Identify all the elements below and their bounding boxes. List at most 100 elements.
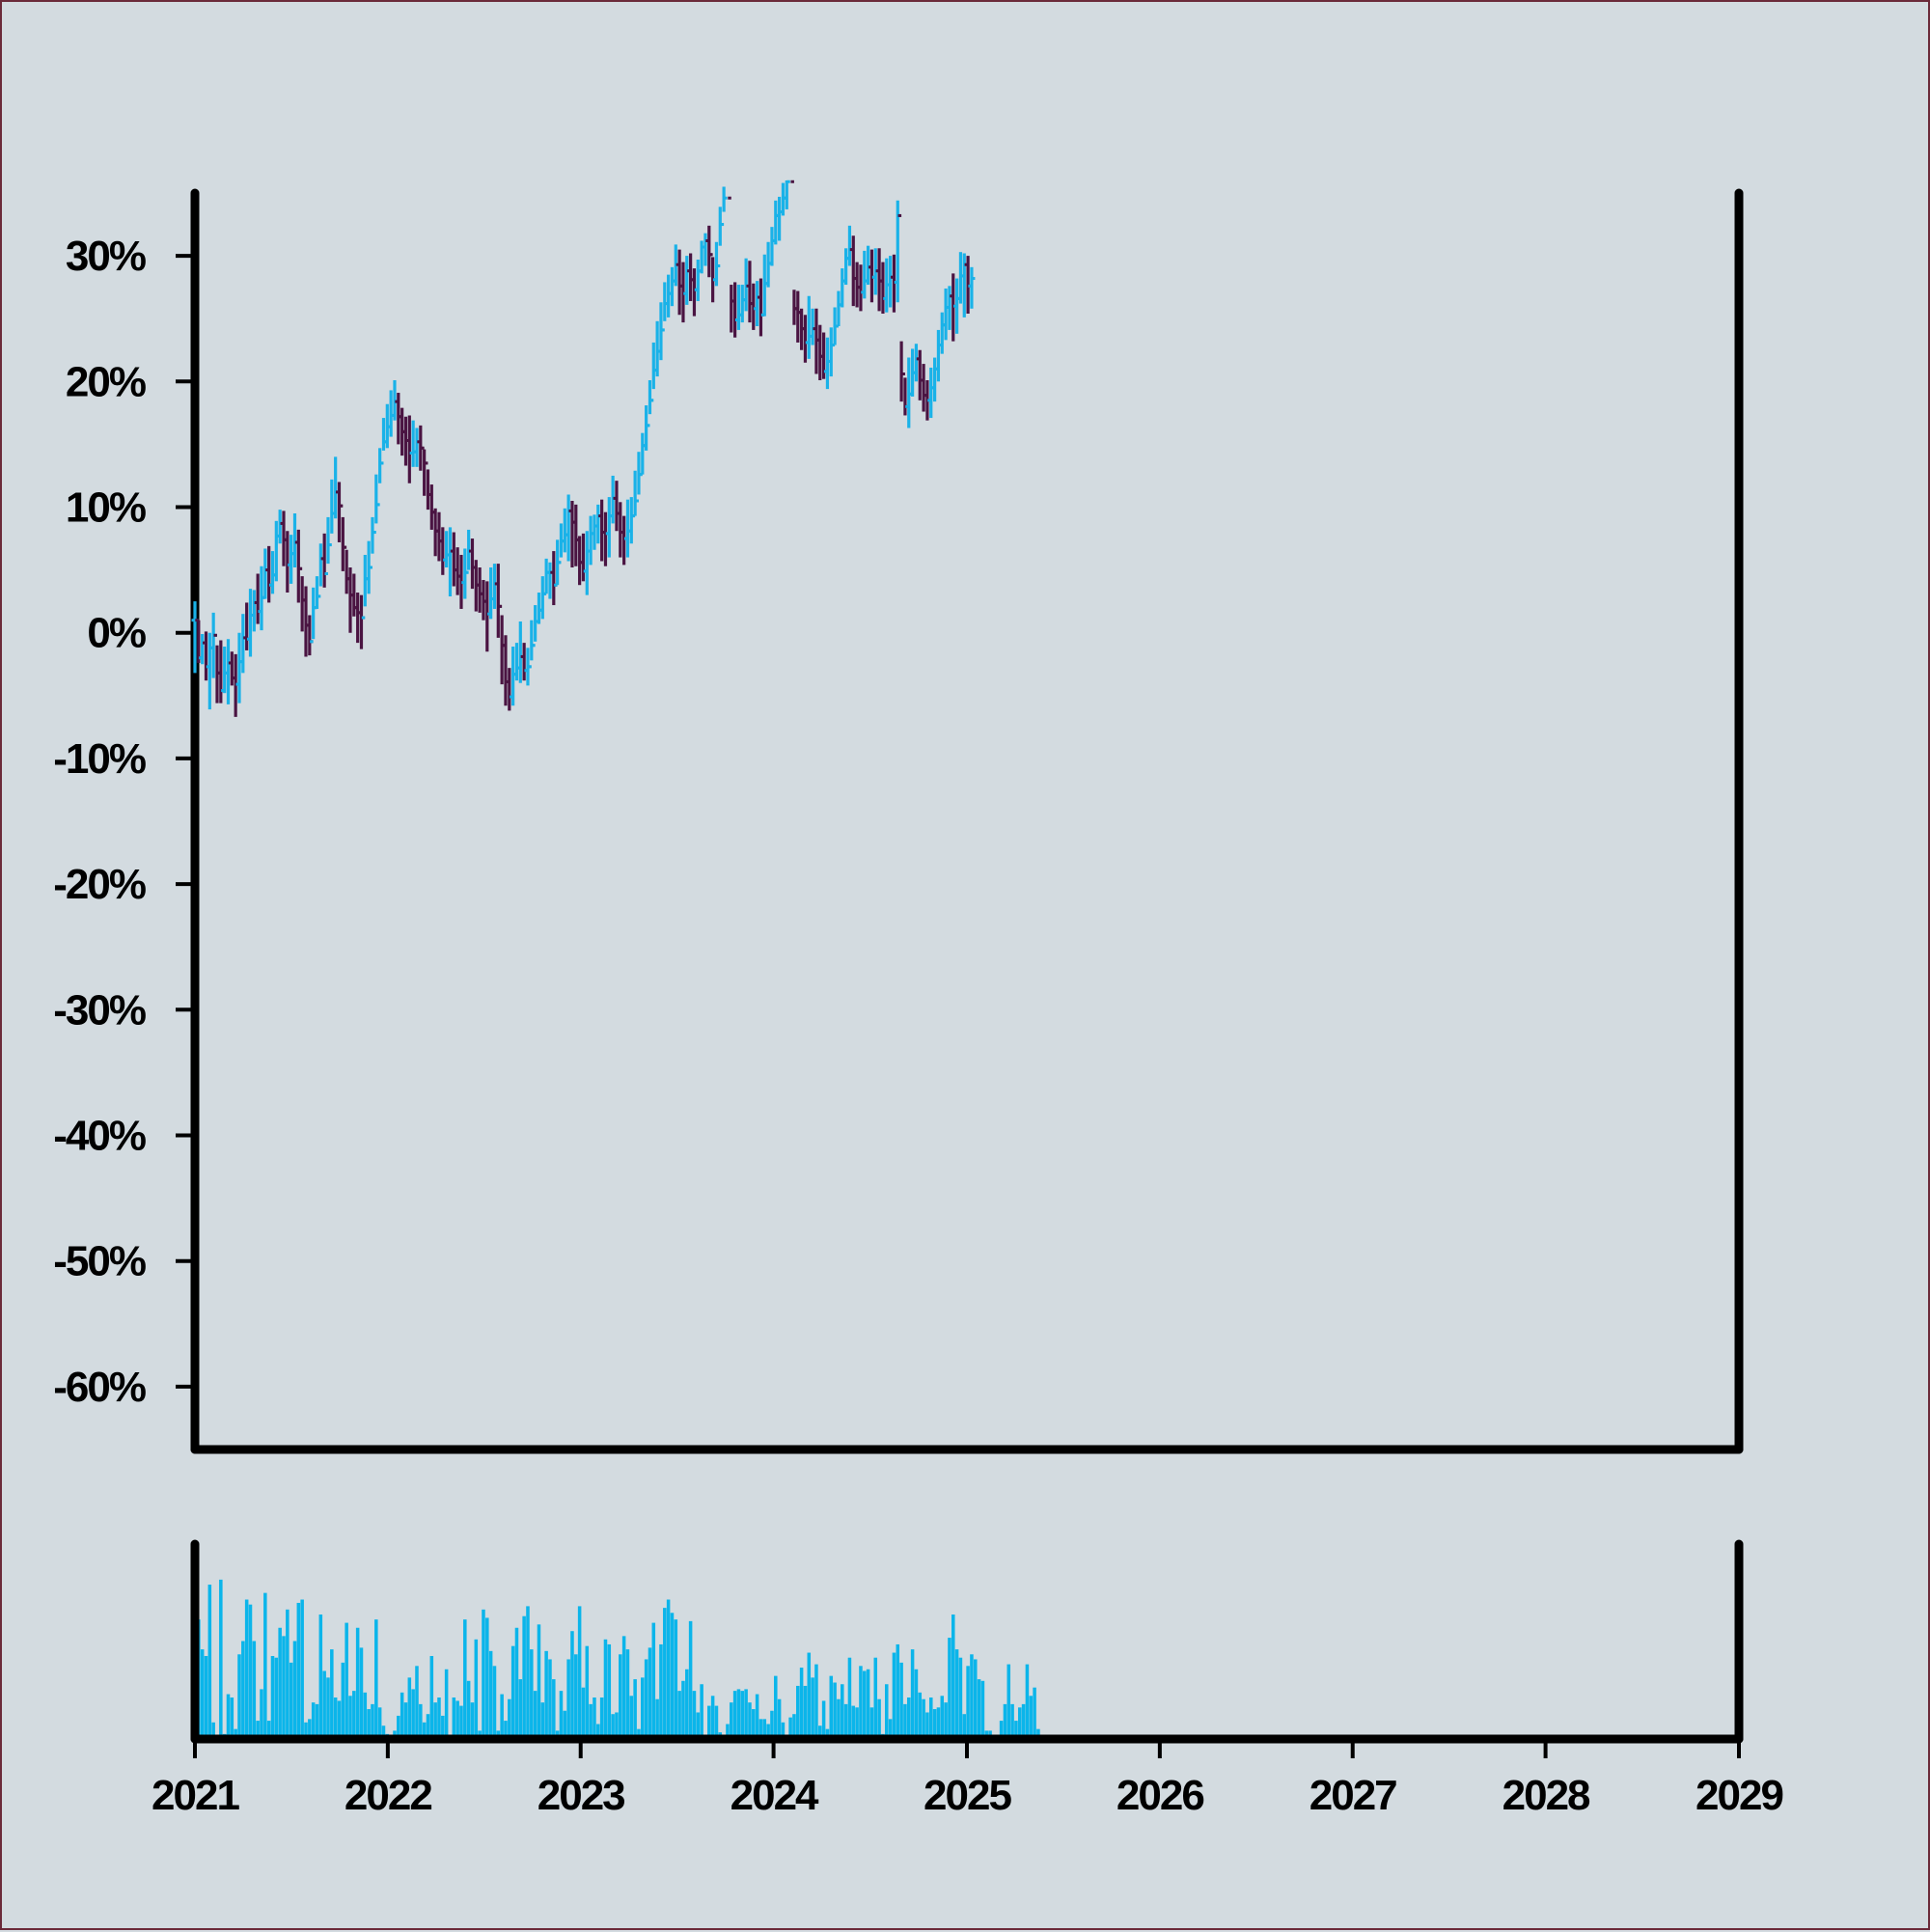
volume-bar xyxy=(470,1702,475,1739)
volume-bar xyxy=(688,1620,693,1739)
volume-bar xyxy=(311,1702,316,1739)
volume-bar xyxy=(419,1703,423,1739)
x-tick-label: 2024 xyxy=(731,1772,819,1819)
volume-bar xyxy=(415,1666,419,1739)
volume-bar xyxy=(841,1684,844,1739)
x-tick-label: 2022 xyxy=(345,1772,431,1819)
volume-bar xyxy=(537,1624,541,1739)
volume-bar xyxy=(954,1649,959,1739)
volume-bar xyxy=(936,1707,941,1739)
volume-bar xyxy=(1021,1703,1026,1739)
volume-bar xyxy=(352,1691,356,1739)
x-tick-label: 2026 xyxy=(1117,1772,1203,1819)
volume-bar xyxy=(851,1705,856,1739)
volume-bar xyxy=(796,1685,800,1739)
volume-bar xyxy=(859,1666,863,1739)
y-tick-label: 10% xyxy=(66,484,146,532)
volume-bar xyxy=(485,1617,489,1739)
volume-bar xyxy=(885,1684,889,1739)
volume-bar xyxy=(944,1702,948,1739)
ohlc-series xyxy=(191,179,976,717)
volume-bar xyxy=(330,1649,334,1739)
volume-bar xyxy=(807,1652,812,1739)
volume-bar xyxy=(833,1682,837,1739)
volume-bar xyxy=(433,1702,437,1739)
volume-bar xyxy=(863,1670,867,1739)
volume-bar xyxy=(566,1659,570,1739)
volume-bar xyxy=(585,1645,590,1739)
volume-bar xyxy=(770,1710,774,1739)
volume-bar xyxy=(463,1619,467,1739)
volume-bar xyxy=(348,1696,352,1739)
volume-bar xyxy=(1017,1707,1022,1739)
volume-bar xyxy=(774,1675,778,1739)
volume-bar xyxy=(318,1615,323,1739)
volume-bar xyxy=(244,1599,249,1739)
volume-bar xyxy=(999,1721,1004,1739)
volume-bar xyxy=(219,1579,223,1739)
volume-bar xyxy=(577,1606,582,1739)
volume-bar xyxy=(714,1705,719,1739)
volume-bar xyxy=(707,1705,711,1739)
volume-bar xyxy=(1036,1728,1040,1739)
volume-bar xyxy=(374,1619,378,1739)
volume-bar xyxy=(811,1677,814,1739)
x-tick-label: 2021 xyxy=(152,1772,239,1819)
volume-bar xyxy=(748,1702,752,1739)
volume-bar xyxy=(914,1669,919,1739)
y-tick-label: -50% xyxy=(53,1238,146,1285)
y-tick-label: 0% xyxy=(87,610,145,657)
volume-bar xyxy=(732,1691,737,1739)
volume-bar xyxy=(500,1694,504,1739)
volume-bar xyxy=(1006,1664,1011,1739)
volume-bar xyxy=(843,1703,848,1739)
volume-bar xyxy=(625,1649,630,1739)
volume-bar xyxy=(278,1627,282,1739)
volume-bar xyxy=(474,1639,479,1739)
volume-bar xyxy=(792,1714,796,1739)
volume-bar xyxy=(559,1691,564,1739)
volume-bar xyxy=(326,1677,330,1739)
ohlc-bar xyxy=(968,266,976,309)
volume-bar xyxy=(355,1627,360,1739)
volume-bar xyxy=(270,1656,275,1739)
volume-bar xyxy=(411,1689,415,1739)
volume-bar xyxy=(315,1703,319,1739)
x-tick-label: 2025 xyxy=(924,1772,1011,1819)
volume-bar xyxy=(869,1707,874,1739)
volume-bar xyxy=(248,1604,253,1739)
y-tick-label: -30% xyxy=(53,986,146,1034)
volume-bar xyxy=(304,1722,308,1739)
volume-bar xyxy=(603,1639,608,1739)
volume-bar xyxy=(692,1691,697,1739)
volume-bar xyxy=(488,1650,493,1739)
volume-bar xyxy=(397,1715,400,1739)
volume-bar xyxy=(1010,1703,1014,1739)
volume-bar xyxy=(755,1694,759,1739)
x-axis-tick-labels: 2021 2022 2023 2024 2025 2026 2027 2028 2029 xyxy=(152,1772,1784,1819)
volume-bar xyxy=(574,1654,578,1739)
volume-bar xyxy=(899,1662,903,1739)
volume-bar xyxy=(363,1692,368,1739)
volume-bar xyxy=(426,1714,430,1739)
volume-bar xyxy=(677,1691,681,1739)
volume-bar xyxy=(837,1698,841,1739)
volume-bar xyxy=(407,1677,412,1739)
volume-bar xyxy=(211,1722,215,1739)
volume-bar xyxy=(300,1599,304,1739)
volume-bar xyxy=(266,1721,271,1739)
volume-bar xyxy=(918,1692,923,1739)
volume-bar xyxy=(762,1719,767,1739)
volume-bar xyxy=(744,1689,748,1739)
volume-bar xyxy=(1003,1703,1007,1739)
volume-bar xyxy=(637,1728,641,1739)
volume-bar xyxy=(929,1697,933,1739)
volume-bar xyxy=(907,1697,911,1739)
volume-bar xyxy=(910,1649,915,1739)
volume-bar xyxy=(726,1724,730,1739)
volume-bar xyxy=(651,1622,656,1739)
volume-bar xyxy=(337,1700,342,1739)
volume-bar xyxy=(685,1669,689,1739)
volume-bar xyxy=(522,1615,526,1739)
